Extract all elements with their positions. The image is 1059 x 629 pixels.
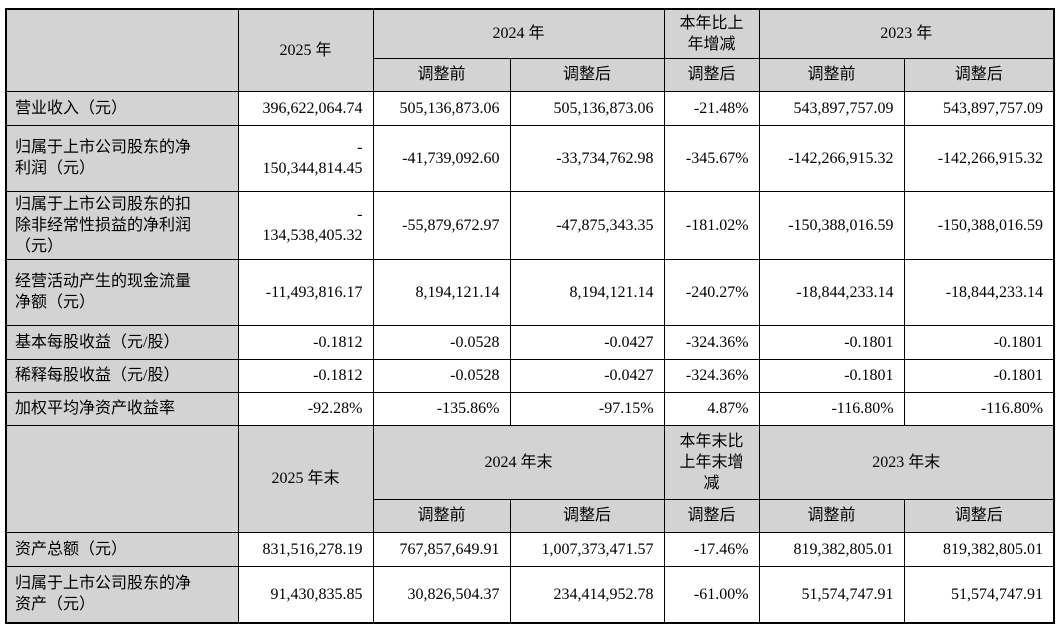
value-cell: -0.1812 — [237, 358, 374, 393]
corner-cell — [5, 8, 239, 92]
header-yearend-change: 本年末比 上年末增 减 — [663, 424, 760, 500]
value-cell: 505,136,873.06 — [372, 90, 511, 126]
value-cell: -47,875,343.35 — [509, 190, 665, 260]
header-row-adjust: 调整前 调整后 调整后 调整前 调整后 — [6, 57, 1055, 92]
header-row-adjust-end: 调整前 调整后 调整后 调整前 调整后 — [6, 498, 1055, 533]
header-2025: 2025 年 — [237, 8, 374, 92]
table-row: 归属于上市公司股东的净 利润（元） - 150,344,814.45 -41,7… — [5, 124, 1055, 192]
header-row-yearend: 2025 年末 2024 年末 本年末比 上年末增 减 2023 年末 — [5, 424, 1055, 533]
subheader-change-post: 调整后 — [663, 57, 760, 92]
value-cell: 819,382,805.01 — [758, 531, 905, 567]
row-label: 稀释每股收益（元/股） — [5, 358, 239, 393]
value-cell: 505,136,873.06 — [509, 90, 665, 126]
table-row: 基本每股收益（元/股） -0.1812 -0.0528 -0.0427 -324… — [5, 324, 1055, 360]
value-cell: -0.0427 — [509, 324, 665, 360]
subheader-2023end-post: 调整后 — [903, 498, 1055, 533]
table-row: 经营活动产生的现金流量 净额（元） -11,493,816.17 8,194,1… — [5, 258, 1055, 326]
value-cell: -345.67% — [663, 124, 760, 192]
row-label: 归属于上市公司股东的净 利润（元） — [5, 124, 239, 192]
value-cell: 91,430,835.85 — [237, 565, 374, 624]
subheader-2023-pre: 调整前 — [758, 57, 905, 92]
value-cell: -135.86% — [372, 391, 511, 426]
value-cell: -21.48% — [663, 90, 760, 126]
value-cell: -0.1812 — [237, 324, 374, 360]
value-cell: 51,574,747.91 — [903, 565, 1055, 624]
value-cell: - 150,344,814.45 — [237, 124, 374, 192]
subheader-2024end-pre: 调整前 — [372, 498, 511, 533]
value-cell: -0.1801 — [903, 358, 1055, 393]
table-row: 加权平均净资产收益率 -92.28% -135.86% -97.15% 4.87… — [5, 391, 1055, 426]
value-cell: -0.1801 — [903, 324, 1055, 360]
header-row-years: 2025 年 2024 年 本年比上 年增减 2023 年 — [5, 8, 1055, 92]
value-cell: 819,382,805.01 — [903, 531, 1055, 567]
value-cell: 51,574,747.91 — [758, 565, 905, 624]
value-cell: -181.02% — [663, 190, 760, 260]
value-cell: -18,844,233.14 — [903, 258, 1055, 326]
value-cell: 8,194,121.14 — [372, 258, 511, 326]
value-cell: 543,897,757.09 — [903, 90, 1055, 126]
value-cell: -61.00% — [663, 565, 760, 624]
value-cell: -55,879,672.97 — [372, 190, 511, 260]
value-cell: 767,857,649.91 — [372, 531, 511, 567]
value-cell: -18,844,233.14 — [758, 258, 905, 326]
subheader-2023-post: 调整后 — [903, 57, 1055, 92]
row-label: 经营活动产生的现金流量 净额（元） — [5, 258, 239, 326]
row-label: 归属于上市公司股东的扣 除非经常性损益的净利润 （元） — [5, 190, 239, 260]
value-cell: 4.87% — [663, 391, 760, 426]
subheader-2024end-post: 调整后 — [509, 498, 665, 533]
value-cell: - 134,538,405.32 — [237, 190, 374, 260]
value-cell: 1,007,373,471.57 — [509, 531, 665, 567]
value-cell: 543,897,757.09 — [758, 90, 905, 126]
value-cell: -0.0528 — [372, 324, 511, 360]
value-cell: -150,388,016.59 — [758, 190, 905, 260]
subheader-2024-post: 调整后 — [509, 57, 665, 92]
header-2025-end: 2025 年末 — [237, 424, 374, 533]
value-cell: -324.36% — [663, 358, 760, 393]
row-label: 归属于上市公司股东的净 资产（元） — [5, 565, 239, 624]
row-label: 资产总额（元） — [5, 531, 239, 567]
value-cell: -97.15% — [509, 391, 665, 426]
value-cell: 396,622,064.74 — [237, 90, 374, 126]
table-row: 稀释每股收益（元/股） -0.1812 -0.0528 -0.0427 -324… — [5, 358, 1055, 393]
value-cell: -116.80% — [758, 391, 905, 426]
table-row: 归属于上市公司股东的净 资产（元） 91,430,835.85 30,826,5… — [5, 565, 1055, 624]
value-cell: -142,266,915.32 — [758, 124, 905, 192]
value-cell: -324.36% — [663, 324, 760, 360]
value-cell: -33,734,762.98 — [509, 124, 665, 192]
value-cell: -0.0528 — [372, 358, 511, 393]
row-label: 营业收入（元） — [5, 90, 239, 126]
value-cell: -240.27% — [663, 258, 760, 326]
value-cell: 8,194,121.14 — [509, 258, 665, 326]
header-2023: 2023 年 — [758, 8, 1055, 59]
financial-summary-table: 2025 年 2024 年 本年比上 年增减 2023 年 调整前 调整后 调整… — [5, 8, 1056, 624]
value-cell: -116.80% — [903, 391, 1055, 426]
value-cell: 30,826,504.37 — [372, 565, 511, 624]
value-cell: -41,739,092.60 — [372, 124, 511, 192]
header-yoy-change: 本年比上 年增减 — [663, 8, 760, 59]
table-row: 营业收入（元） 396,622,064.74 505,136,873.06 50… — [5, 90, 1055, 126]
value-cell: -0.1801 — [758, 324, 905, 360]
row-label: 基本每股收益（元/股） — [5, 324, 239, 360]
value-cell: 234,414,952.78 — [509, 565, 665, 624]
value-cell: -92.28% — [237, 391, 374, 426]
value-cell: -150,388,016.59 — [903, 190, 1055, 260]
value-cell: 831,516,278.19 — [237, 531, 374, 567]
subheader-changeend-post: 调整后 — [663, 498, 760, 533]
header-2023-end: 2023 年末 — [758, 424, 1055, 500]
corner-cell — [5, 424, 239, 533]
table-row: 归属于上市公司股东的扣 除非经常性损益的净利润 （元） - 134,538,40… — [5, 190, 1055, 260]
value-cell: -0.0427 — [509, 358, 665, 393]
value-cell: -17.46% — [663, 531, 760, 567]
header-2024-end: 2024 年末 — [372, 424, 665, 500]
value-cell: -11,493,816.17 — [237, 258, 374, 326]
row-label: 加权平均净资产收益率 — [5, 391, 239, 426]
subheader-2023end-pre: 调整前 — [758, 498, 905, 533]
subheader-2024-pre: 调整前 — [372, 57, 511, 92]
table-row: 资产总额（元） 831,516,278.19 767,857,649.91 1,… — [5, 531, 1055, 567]
header-2024: 2024 年 — [372, 8, 665, 59]
value-cell: -0.1801 — [758, 358, 905, 393]
value-cell: -142,266,915.32 — [903, 124, 1055, 192]
